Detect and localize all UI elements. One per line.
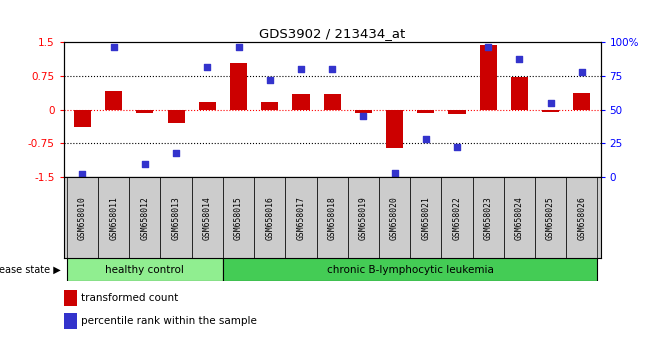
Point [546, 100, 556, 106]
Text: GSM658019: GSM658019 [359, 196, 368, 240]
Text: GSM658014: GSM658014 [203, 196, 212, 240]
Text: transformed count: transformed count [81, 293, 178, 303]
Title: GDS3902 / 213434_at: GDS3902 / 213434_at [259, 27, 405, 40]
Bar [379, 177, 410, 258]
Text: chronic B-lymphocytic leukemia: chronic B-lymphocytic leukemia [327, 265, 494, 275]
Bar [160, 177, 192, 258]
Bar [442, 177, 472, 258]
Text: GSM658025: GSM658025 [546, 196, 555, 240]
Bar [504, 177, 535, 258]
Point [108, 44, 119, 49]
Text: disease state ▶: disease state ▶ [0, 265, 60, 275]
Bar [348, 177, 379, 258]
Bar [535, 177, 566, 258]
Bar [64, 290, 76, 306]
Bar [323, 94, 341, 110]
Text: GSM658015: GSM658015 [234, 196, 243, 240]
Bar [542, 110, 559, 112]
Bar [480, 45, 497, 110]
Bar [130, 177, 160, 258]
Bar [448, 110, 466, 114]
Point [421, 137, 431, 142]
Bar [472, 177, 504, 258]
Bar [386, 110, 403, 148]
Text: healthy control: healthy control [105, 265, 185, 275]
Text: GSM658026: GSM658026 [577, 196, 586, 240]
Bar [511, 78, 528, 110]
Bar [199, 102, 216, 110]
Point [77, 171, 88, 177]
Point [327, 67, 338, 72]
Bar [67, 258, 223, 281]
Bar [192, 177, 223, 258]
Point [264, 77, 275, 83]
Point [140, 161, 150, 166]
Point [514, 56, 525, 62]
Bar [293, 94, 309, 110]
Bar [566, 177, 597, 258]
Bar [223, 177, 254, 258]
Text: GSM658020: GSM658020 [390, 196, 399, 240]
Bar [261, 102, 278, 110]
Bar [230, 63, 247, 110]
Point [389, 170, 400, 176]
Bar [317, 177, 348, 258]
Text: GSM658018: GSM658018 [327, 196, 337, 240]
Bar [417, 110, 434, 113]
Text: GSM658021: GSM658021 [421, 196, 430, 240]
Bar [64, 313, 76, 329]
Bar [573, 93, 590, 110]
Point [170, 150, 181, 156]
Text: GSM658012: GSM658012 [140, 196, 150, 240]
Point [233, 44, 244, 49]
Point [483, 44, 494, 49]
Point [576, 69, 587, 75]
Text: GSM658011: GSM658011 [109, 196, 118, 240]
Text: GSM658022: GSM658022 [452, 196, 462, 240]
Bar [136, 110, 154, 113]
Bar [285, 177, 317, 258]
Text: GSM658016: GSM658016 [265, 196, 274, 240]
Point [295, 67, 306, 72]
Point [202, 64, 213, 69]
Bar [223, 258, 597, 281]
Bar [168, 110, 185, 123]
Text: GSM658024: GSM658024 [515, 196, 524, 240]
Bar [254, 177, 285, 258]
Bar [98, 177, 130, 258]
Bar [74, 110, 91, 127]
Text: percentile rank within the sample: percentile rank within the sample [81, 316, 258, 326]
Text: GSM658023: GSM658023 [484, 196, 493, 240]
Bar [105, 91, 122, 110]
Text: GSM658017: GSM658017 [297, 196, 305, 240]
Bar [410, 177, 442, 258]
Bar [355, 110, 372, 113]
Text: GSM658010: GSM658010 [78, 196, 87, 240]
Point [452, 144, 462, 150]
Text: GSM658013: GSM658013 [172, 196, 180, 240]
Point [358, 114, 369, 119]
Bar [67, 177, 98, 258]
